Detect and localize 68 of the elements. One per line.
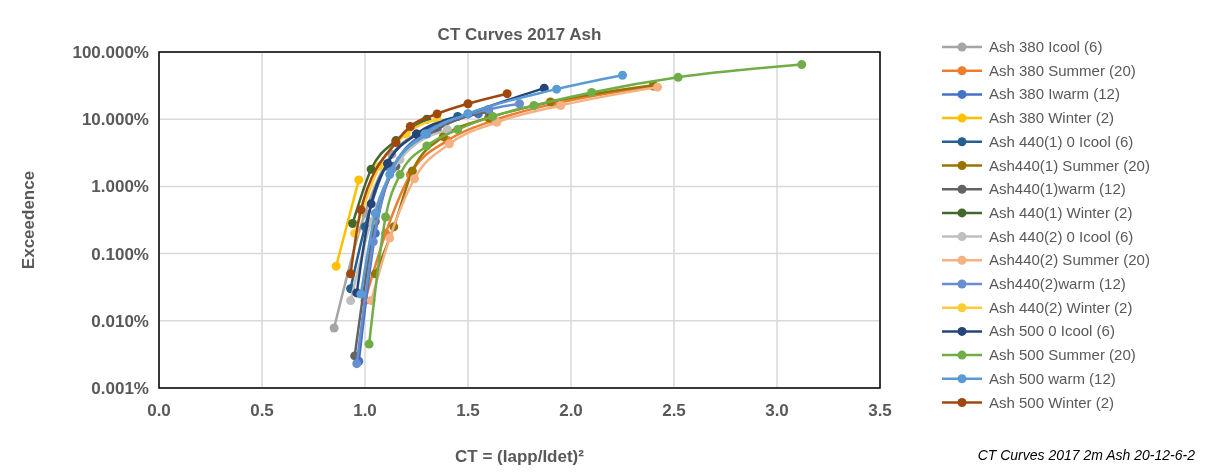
legend-label: Ash440(1)warm (12): [989, 180, 1126, 198]
point: [331, 261, 341, 271]
point: [463, 99, 473, 109]
legend-label: Ash 500 0 Icool (6): [989, 322, 1115, 340]
x-tick-label: 1.5: [456, 401, 480, 420]
point: [442, 125, 452, 135]
point: [354, 175, 364, 185]
legend-label: Ash 440(1) 0 Icool (6): [989, 132, 1134, 150]
point: [381, 212, 391, 222]
point: [409, 174, 419, 184]
x-tick-label: 2.5: [662, 401, 686, 420]
legend-label: Ash 500 Winter (2): [989, 393, 1115, 411]
point: [673, 72, 683, 82]
point: [356, 205, 366, 215]
point: [329, 323, 339, 333]
legend-label: Ash 380 Summer (20): [989, 61, 1136, 79]
x-tick-label: 0.0: [147, 401, 171, 420]
legend-label: Ash440(2) Summer (20): [989, 251, 1150, 269]
x-tick-label: 1.0: [353, 401, 377, 420]
chart-title: CT Curves 2017 Ash: [437, 25, 602, 44]
point: [587, 87, 597, 97]
point: [797, 60, 807, 70]
point: [552, 84, 562, 94]
point: [488, 111, 498, 121]
legend-label: Ash 380 Iwarm (12): [989, 85, 1120, 103]
y-tick-label: 1.000%: [91, 177, 149, 197]
y-tick-label: 10.000%: [81, 110, 149, 130]
point: [356, 289, 366, 299]
point: [385, 233, 395, 243]
point: [405, 121, 415, 131]
point: [366, 199, 376, 209]
legend-label: Ash440(1) Summer (20): [989, 156, 1150, 174]
point: [385, 170, 395, 180]
point: [515, 99, 524, 109]
legend-label: Ash 380 Icool (6): [989, 38, 1103, 55]
legend-label: Ash 440(1) Winter (2): [989, 203, 1133, 221]
legend-label: Ash 500 warm (12): [989, 369, 1116, 387]
legend-label: Ash 440(2) 0 Icool (6): [989, 227, 1134, 245]
point: [346, 269, 356, 279]
legend-label: Ash440(2)warm (12): [989, 275, 1126, 292]
point: [502, 89, 512, 99]
point: [370, 208, 380, 218]
legend-label: Ash 380 Winter (2): [989, 109, 1115, 127]
point: [432, 109, 442, 119]
y-tick-label: 0.010%: [91, 311, 149, 331]
x-tick-label: 3.5: [868, 401, 892, 420]
point: [346, 296, 356, 306]
point: [407, 166, 417, 176]
y-tick-label: 100.000%: [72, 43, 149, 62]
point: [653, 82, 663, 92]
y-tick-label: 0.100%: [91, 244, 149, 264]
point: [422, 141, 432, 151]
y-axis-title: Exceedence: [19, 170, 38, 270]
text: CT Curves 2017 2m Ash 20-12-6-2: [977, 447, 1196, 463]
x-axis-title: CT = (Iapp/Idet)²: [455, 447, 585, 466]
point: [453, 125, 463, 135]
point: [618, 70, 627, 80]
x-tick-label: 3.0: [765, 401, 789, 420]
x-tick-label: 0.5: [250, 401, 274, 420]
point: [529, 100, 539, 110]
point: [364, 339, 374, 349]
x-tick-label: 2.0: [559, 401, 583, 420]
point: [395, 170, 405, 180]
y-tick-label: 0.001%: [91, 379, 149, 398]
point: [348, 219, 358, 229]
point: [556, 100, 566, 110]
legend-label: Ash 440(2) Winter (2): [989, 298, 1133, 316]
legend-label: Ash 500 Summer (20): [989, 346, 1136, 364]
